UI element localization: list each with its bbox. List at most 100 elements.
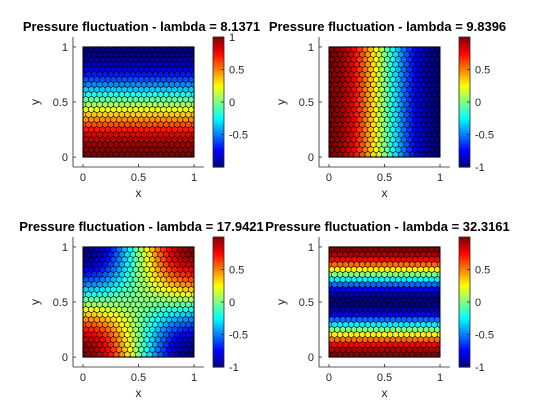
colorbar-segment (459, 336, 470, 340)
colorbar-segment (459, 124, 470, 127)
mesh-cell (88, 246, 95, 254)
colorbar-segment (459, 261, 470, 265)
y-tick-label: 1 (308, 42, 314, 54)
colorbar-segment (459, 146, 470, 150)
colorbar-segment (459, 304, 470, 307)
colorbar-segment (459, 314, 470, 317)
colorbar-segment (213, 263, 224, 267)
x-axis-label: x (136, 186, 142, 200)
y-tick-label: 0 (62, 152, 68, 164)
mesh-cell (434, 246, 441, 254)
mesh-cell (350, 46, 358, 54)
mesh-cell (93, 246, 100, 254)
colorbar-segment (213, 142, 224, 146)
x-tick-label: 0.5 (377, 372, 392, 384)
colorbar-segment (459, 106, 470, 109)
mesh-cell (356, 246, 363, 254)
colorbar-segment (213, 251, 224, 254)
colorbar-segment (213, 154, 224, 158)
colorbar-segment (459, 249, 470, 252)
colorbar-segment (213, 245, 224, 248)
colorbar-segment (459, 130, 470, 134)
colorbar-segment (459, 150, 470, 154)
colorbar-segment (459, 120, 470, 123)
colorbar-segment (213, 322, 224, 325)
mesh-cells (328, 246, 441, 358)
colorbar-segment (459, 358, 470, 362)
colorbar-segment (459, 95, 470, 99)
mesh-cell (389, 46, 396, 54)
colorbar-segment (459, 326, 470, 330)
mesh-cell (411, 46, 419, 54)
colorbar-tick-label: 0.5 (475, 265, 490, 277)
colorbar-segment (459, 89, 470, 93)
colorbar-segment (459, 51, 470, 54)
colorbar-segment (213, 281, 224, 285)
colorbar-segment (213, 312, 224, 315)
colorbar-segment (213, 340, 224, 344)
colorbar-segment (213, 45, 224, 48)
colorbar-segment (213, 261, 224, 265)
colorbar-segment (213, 249, 224, 252)
colorbar-segment (213, 326, 224, 330)
colorbar-segment (459, 138, 470, 142)
colorbar-segment (213, 271, 224, 275)
colorbar-segment (213, 265, 224, 269)
mesh-cell (171, 246, 178, 254)
mesh-cell (110, 246, 117, 254)
colorbar-segment (459, 297, 470, 301)
colorbar-segment (459, 41, 470, 44)
colorbar-segment (459, 126, 470, 130)
colorbar-segment (459, 306, 470, 309)
mesh-cell (171, 46, 178, 54)
colorbar-segment (213, 136, 224, 140)
colorbar-segment (459, 91, 470, 95)
colorbar-segment (459, 93, 470, 97)
colorbar-segment (213, 122, 224, 125)
colorbar-segment (459, 144, 470, 148)
x-axis-label: x (136, 386, 142, 400)
colorbar-segment (459, 348, 470, 352)
colorbar-segment (213, 273, 224, 277)
colorbar-segment (213, 104, 224, 107)
mesh-cell (121, 246, 128, 254)
mesh-cell (350, 246, 358, 254)
colorbar-segment (459, 346, 470, 350)
mesh-cell (395, 46, 402, 54)
colorbar-segment (459, 77, 470, 81)
colorbar-segment (213, 126, 224, 130)
colorbar-segment (459, 342, 470, 346)
colorbar-segment (213, 75, 224, 79)
colorbar-segment (213, 102, 224, 105)
mesh-cell (389, 246, 396, 254)
colorbar-segment (459, 277, 470, 281)
colorbar-segment (213, 297, 224, 301)
colorbar-segment (459, 328, 470, 332)
colorbar-segment (213, 257, 224, 260)
mesh-cell (132, 246, 139, 254)
mesh-cell (116, 46, 123, 54)
colorbar-segment (459, 154, 470, 158)
mesh-cell (428, 246, 435, 254)
colorbar-segment (459, 352, 470, 356)
colorbar-segment (213, 83, 224, 87)
colorbar-segment (459, 122, 470, 125)
colorbar-segment (459, 114, 470, 117)
colorbar-segment (213, 53, 224, 56)
colorbar-segment (459, 362, 470, 366)
x-tick-label: 0 (326, 372, 332, 384)
colorbar-segment (213, 63, 224, 67)
mesh-cell (345, 46, 352, 54)
mesh-cell (384, 246, 391, 254)
colorbar-segment (459, 152, 470, 156)
mesh-cell (110, 46, 117, 54)
colorbar-segment (459, 332, 470, 336)
colorbar-segment (213, 132, 224, 136)
colorbar-segment (213, 41, 224, 44)
colorbar-segment (213, 342, 224, 346)
colorbar-segment (459, 269, 470, 273)
colorbar-segment (459, 53, 470, 56)
colorbar-segment (459, 160, 470, 164)
mesh-cell (328, 46, 335, 54)
